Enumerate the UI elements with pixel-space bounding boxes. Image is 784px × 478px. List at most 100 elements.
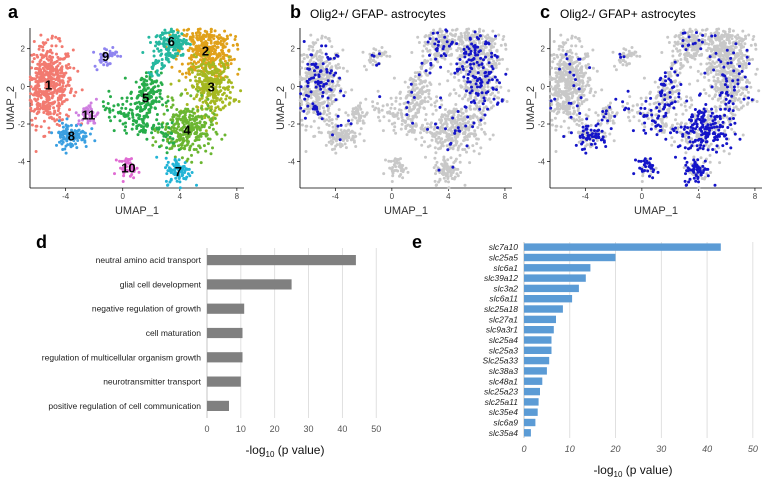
umap-point bbox=[444, 119, 448, 123]
umap-point bbox=[483, 82, 487, 86]
umap-point bbox=[399, 96, 403, 100]
umap-point bbox=[322, 109, 326, 113]
umap-point bbox=[177, 125, 180, 129]
umap-point bbox=[174, 122, 177, 126]
umap-point bbox=[304, 150, 308, 153]
highlighted-point bbox=[462, 75, 466, 79]
umap-point bbox=[39, 58, 43, 62]
umap-point bbox=[205, 70, 209, 74]
umap-point bbox=[66, 83, 70, 87]
umap-point bbox=[454, 138, 458, 142]
umap-point bbox=[463, 130, 467, 134]
umap-point bbox=[156, 42, 159, 46]
umap-point bbox=[574, 68, 578, 72]
umap-point bbox=[161, 138, 165, 142]
umap-point bbox=[424, 90, 428, 94]
umap-point bbox=[210, 85, 214, 89]
umap-point bbox=[559, 53, 563, 57]
umap-point bbox=[437, 147, 440, 151]
umap-point bbox=[145, 137, 149, 141]
umap-point bbox=[571, 66, 574, 70]
umap-point bbox=[432, 166, 436, 170]
umap-point bbox=[219, 42, 223, 46]
highlighted-point bbox=[453, 131, 457, 135]
umap-point bbox=[451, 177, 455, 180]
umap-point bbox=[205, 30, 209, 34]
umap-point bbox=[202, 144, 206, 148]
highlighted-point bbox=[336, 124, 340, 128]
umap-point bbox=[188, 56, 191, 60]
umap-point bbox=[175, 127, 179, 131]
umap-point bbox=[389, 106, 393, 110]
umap-point bbox=[470, 33, 474, 37]
umap-point bbox=[577, 37, 581, 40]
umap-point bbox=[150, 102, 154, 106]
umap-point bbox=[157, 100, 161, 104]
umap-point bbox=[304, 128, 308, 132]
umap-point bbox=[203, 120, 207, 124]
umap-point bbox=[192, 111, 196, 115]
umap-point bbox=[454, 91, 458, 95]
x-tick-label: 0 bbox=[390, 192, 395, 201]
highlighted-point bbox=[317, 73, 321, 77]
umap-point bbox=[309, 96, 313, 100]
umap-point bbox=[205, 107, 209, 111]
umap-point bbox=[36, 83, 40, 86]
highlighted-point bbox=[311, 62, 315, 66]
umap-point bbox=[501, 38, 505, 41]
umap-point bbox=[93, 139, 97, 143]
umap-point bbox=[549, 109, 553, 113]
umap-point bbox=[439, 30, 443, 34]
umap-point bbox=[60, 45, 64, 49]
umap-point bbox=[182, 177, 186, 180]
umap-point bbox=[180, 127, 184, 130]
umap-point bbox=[471, 144, 475, 148]
umap-point bbox=[433, 146, 437, 150]
umap-point bbox=[324, 35, 327, 39]
umap-point bbox=[37, 47, 41, 51]
highlighted-point bbox=[434, 37, 438, 41]
umap-point bbox=[341, 48, 345, 52]
umap-point bbox=[458, 153, 462, 157]
umap-point bbox=[203, 58, 207, 61]
umap-point bbox=[207, 62, 211, 66]
highlighted-point bbox=[461, 65, 464, 68]
umap-point bbox=[198, 27, 202, 31]
highlighted-point bbox=[465, 89, 468, 93]
umap-point bbox=[321, 106, 325, 110]
umap-point bbox=[164, 166, 167, 170]
umap-point bbox=[394, 96, 398, 100]
x-tick-label: -4 bbox=[582, 192, 590, 201]
highlighted-point bbox=[444, 127, 447, 131]
umap-point bbox=[458, 37, 462, 41]
umap-point bbox=[505, 67, 509, 71]
umap-point bbox=[193, 116, 197, 120]
umap-point bbox=[491, 133, 495, 137]
umap-point bbox=[568, 81, 572, 84]
cluster-label-5: 5 bbox=[142, 91, 149, 106]
umap-point bbox=[123, 76, 127, 80]
umap-point bbox=[452, 144, 456, 148]
umap-point bbox=[564, 89, 568, 93]
umap-point bbox=[111, 46, 115, 49]
umap-point bbox=[173, 157, 177, 161]
highlighted-point bbox=[436, 126, 440, 130]
umap-point bbox=[55, 90, 58, 93]
umap-point bbox=[200, 87, 204, 91]
umap-point bbox=[409, 102, 413, 105]
umap-point bbox=[152, 49, 156, 53]
highlighted-point bbox=[439, 54, 443, 58]
umap-point bbox=[39, 53, 43, 57]
umap-point bbox=[486, 85, 490, 89]
highlighted-point bbox=[426, 127, 429, 131]
umap-point bbox=[473, 129, 477, 133]
umap-point bbox=[140, 76, 144, 80]
umap-point bbox=[198, 98, 202, 102]
umap-point bbox=[153, 106, 157, 110]
umap-point bbox=[39, 33, 43, 37]
umap-point bbox=[182, 28, 186, 32]
umap-point bbox=[194, 55, 198, 59]
umap-point bbox=[181, 121, 185, 124]
umap-point bbox=[429, 123, 432, 126]
